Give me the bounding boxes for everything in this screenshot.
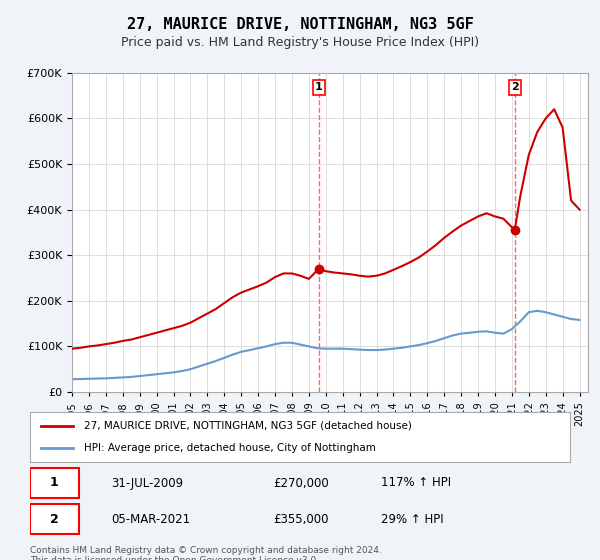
Text: 2: 2 <box>50 513 59 526</box>
Text: 117% ↑ HPI: 117% ↑ HPI <box>381 477 451 489</box>
FancyBboxPatch shape <box>30 505 79 534</box>
Text: 1: 1 <box>50 477 59 489</box>
Text: 31-JUL-2009: 31-JUL-2009 <box>111 477 183 489</box>
Text: 27, MAURICE DRIVE, NOTTINGHAM, NG3 5GF (detached house): 27, MAURICE DRIVE, NOTTINGHAM, NG3 5GF (… <box>84 421 412 431</box>
Text: 05-MAR-2021: 05-MAR-2021 <box>111 513 190 526</box>
FancyBboxPatch shape <box>30 468 79 498</box>
Text: £355,000: £355,000 <box>273 513 329 526</box>
Text: Price paid vs. HM Land Registry's House Price Index (HPI): Price paid vs. HM Land Registry's House … <box>121 36 479 49</box>
Text: 29% ↑ HPI: 29% ↑ HPI <box>381 513 443 526</box>
Text: £270,000: £270,000 <box>273 477 329 489</box>
Text: HPI: Average price, detached house, City of Nottingham: HPI: Average price, detached house, City… <box>84 443 376 453</box>
Text: 2: 2 <box>511 82 518 92</box>
Text: 27, MAURICE DRIVE, NOTTINGHAM, NG3 5GF: 27, MAURICE DRIVE, NOTTINGHAM, NG3 5GF <box>127 17 473 32</box>
Text: Contains HM Land Registry data © Crown copyright and database right 2024.
This d: Contains HM Land Registry data © Crown c… <box>30 546 382 560</box>
Text: 1: 1 <box>315 82 323 92</box>
